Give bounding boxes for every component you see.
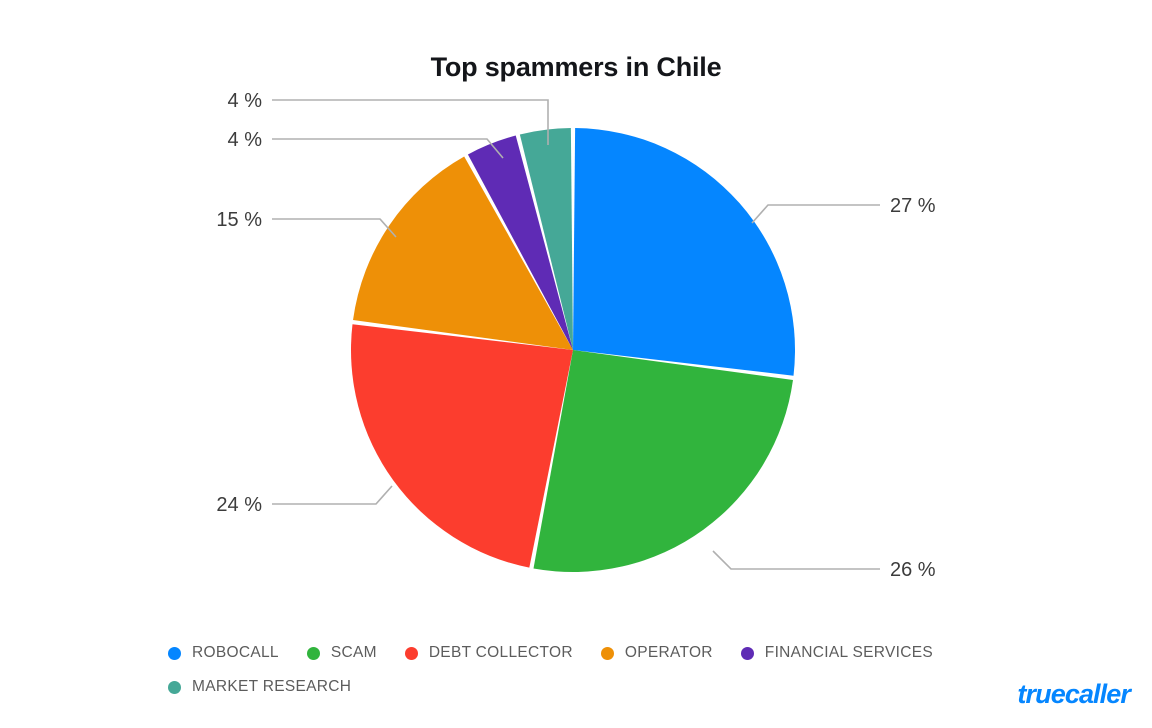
page-title: Top spammers in Chile	[430, 52, 722, 82]
pie-svg: 4 % 4 % 15 % 27 % 26 % 24 %	[216, 90, 936, 581]
chart-legend: ROBOCALL SCAM DEBT COLLECTOR OPERATOR FINANC…	[168, 640, 1028, 700]
legend-item-label: OPERATOR	[624, 644, 713, 661]
slice-label-robocall: 27 %	[890, 195, 936, 217]
legend-item[interactable]: OPERATOR	[600, 640, 713, 666]
leader-line-debt-collector	[272, 485, 393, 505]
legend-item-label: FINANCIAL SERVICES	[764, 644, 933, 661]
legend-item-label: MARKET RESEARCH	[192, 678, 352, 695]
pie-slice[interactable]	[467, 135, 573, 350]
truecaller-logo: truecaller	[1017, 679, 1130, 709]
legend-item[interactable]: FINANCIAL SERVICES	[740, 640, 933, 666]
slice-label-market-research: 4 %	[228, 90, 263, 112]
pie-chart-area: 4 % 4 % 15 % 27 % 26 % 24 %	[216, 90, 936, 581]
legend-item-label: DEBT COLLECTOR	[428, 644, 573, 661]
slice-label-operator: 15 %	[216, 209, 262, 231]
pie-slice[interactable]	[519, 128, 573, 350]
legend-item[interactable]: ROBOCALL	[168, 640, 279, 666]
legend-swatch-icon	[740, 646, 754, 660]
slice-label-debt-collector: 24 %	[216, 494, 262, 516]
legend-item-label: SCAM	[330, 644, 377, 661]
legend-swatch-icon	[600, 646, 614, 660]
leader-line-financial-services	[272, 138, 504, 159]
leader-line-market-research	[272, 99, 549, 145]
legend-swatch-icon	[404, 646, 418, 660]
legend-item-label: ROBOCALL	[192, 644, 279, 661]
legend-item[interactable]: SCAM	[306, 640, 377, 666]
pie-slice[interactable]	[573, 128, 796, 376]
leader-line-robocall	[751, 204, 880, 224]
legend-item[interactable]: DEBT COLLECTOR	[404, 640, 573, 666]
leader-line-operator	[272, 218, 397, 238]
leader-line-scam	[712, 550, 880, 570]
slice-label-financial-services: 4 %	[228, 129, 263, 151]
pie-slice[interactable]	[350, 324, 573, 568]
legend-swatch-icon	[168, 646, 181, 660]
pie-slice[interactable]	[533, 350, 793, 573]
slice-label-scam: 26 %	[890, 559, 936, 581]
legend-swatch-icon	[306, 646, 320, 660]
pie-slice[interactable]	[353, 156, 573, 351]
legend-swatch-icon	[168, 680, 181, 694]
legend-item[interactable]: MARKET RESEARCH	[168, 674, 351, 700]
pie-slice-group	[350, 128, 796, 573]
